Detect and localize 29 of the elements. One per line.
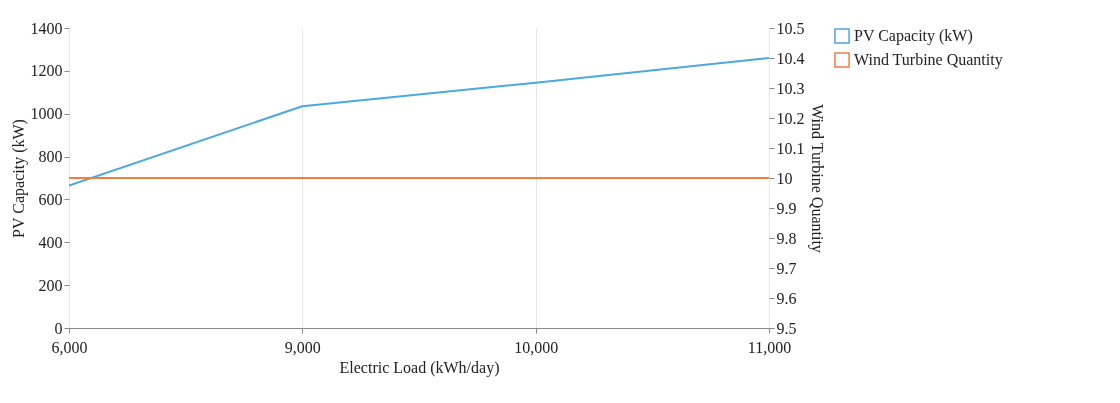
- legend-label: PV Capacity (kW): [854, 27, 973, 45]
- y-tick-label: 800: [38, 148, 63, 166]
- y2-tick-label: 9.8: [776, 229, 797, 247]
- y2-tick-label: 10.1: [776, 139, 805, 157]
- y-tick-label: 1400: [30, 19, 63, 37]
- y-axis-title: PV Capacity (kW): [9, 119, 28, 238]
- y-tick-label: 400: [38, 233, 63, 251]
- x-axis-title: Electric Load (kWh/day): [339, 358, 500, 377]
- y2-axis-title: Wind Turbine Quantity: [807, 104, 826, 253]
- y2-tick-label: 9.7: [776, 259, 797, 277]
- y2-tick-label: 9.5: [776, 319, 797, 337]
- y-tick-label: 1000: [30, 105, 63, 123]
- y2-tick-label: 10.5: [776, 19, 805, 37]
- x-tick-label: 9,000: [284, 338, 321, 356]
- y2-tick-label: 10.4: [776, 49, 805, 67]
- x-tick-label: 10,000: [514, 338, 559, 356]
- y2-tick-label: 10.2: [776, 109, 805, 127]
- y2-tick-label: 10.3: [776, 79, 805, 97]
- y2-tick-label: 9.9: [776, 199, 797, 217]
- y-tick-label: 200: [38, 276, 63, 294]
- y2-tick-label: 10: [776, 169, 793, 187]
- x-tick-label: 6,000: [51, 338, 88, 356]
- legend-label: Wind Turbine Quantity: [854, 51, 1003, 69]
- y2-tick-label: 9.6: [776, 289, 797, 307]
- y-tick-label: 600: [38, 190, 63, 208]
- y-tick-label: 0: [54, 319, 63, 337]
- y-tick-label: 1200: [30, 62, 63, 80]
- x-tick-label: 11,000: [747, 338, 792, 356]
- line-series: [69, 57, 769, 187]
